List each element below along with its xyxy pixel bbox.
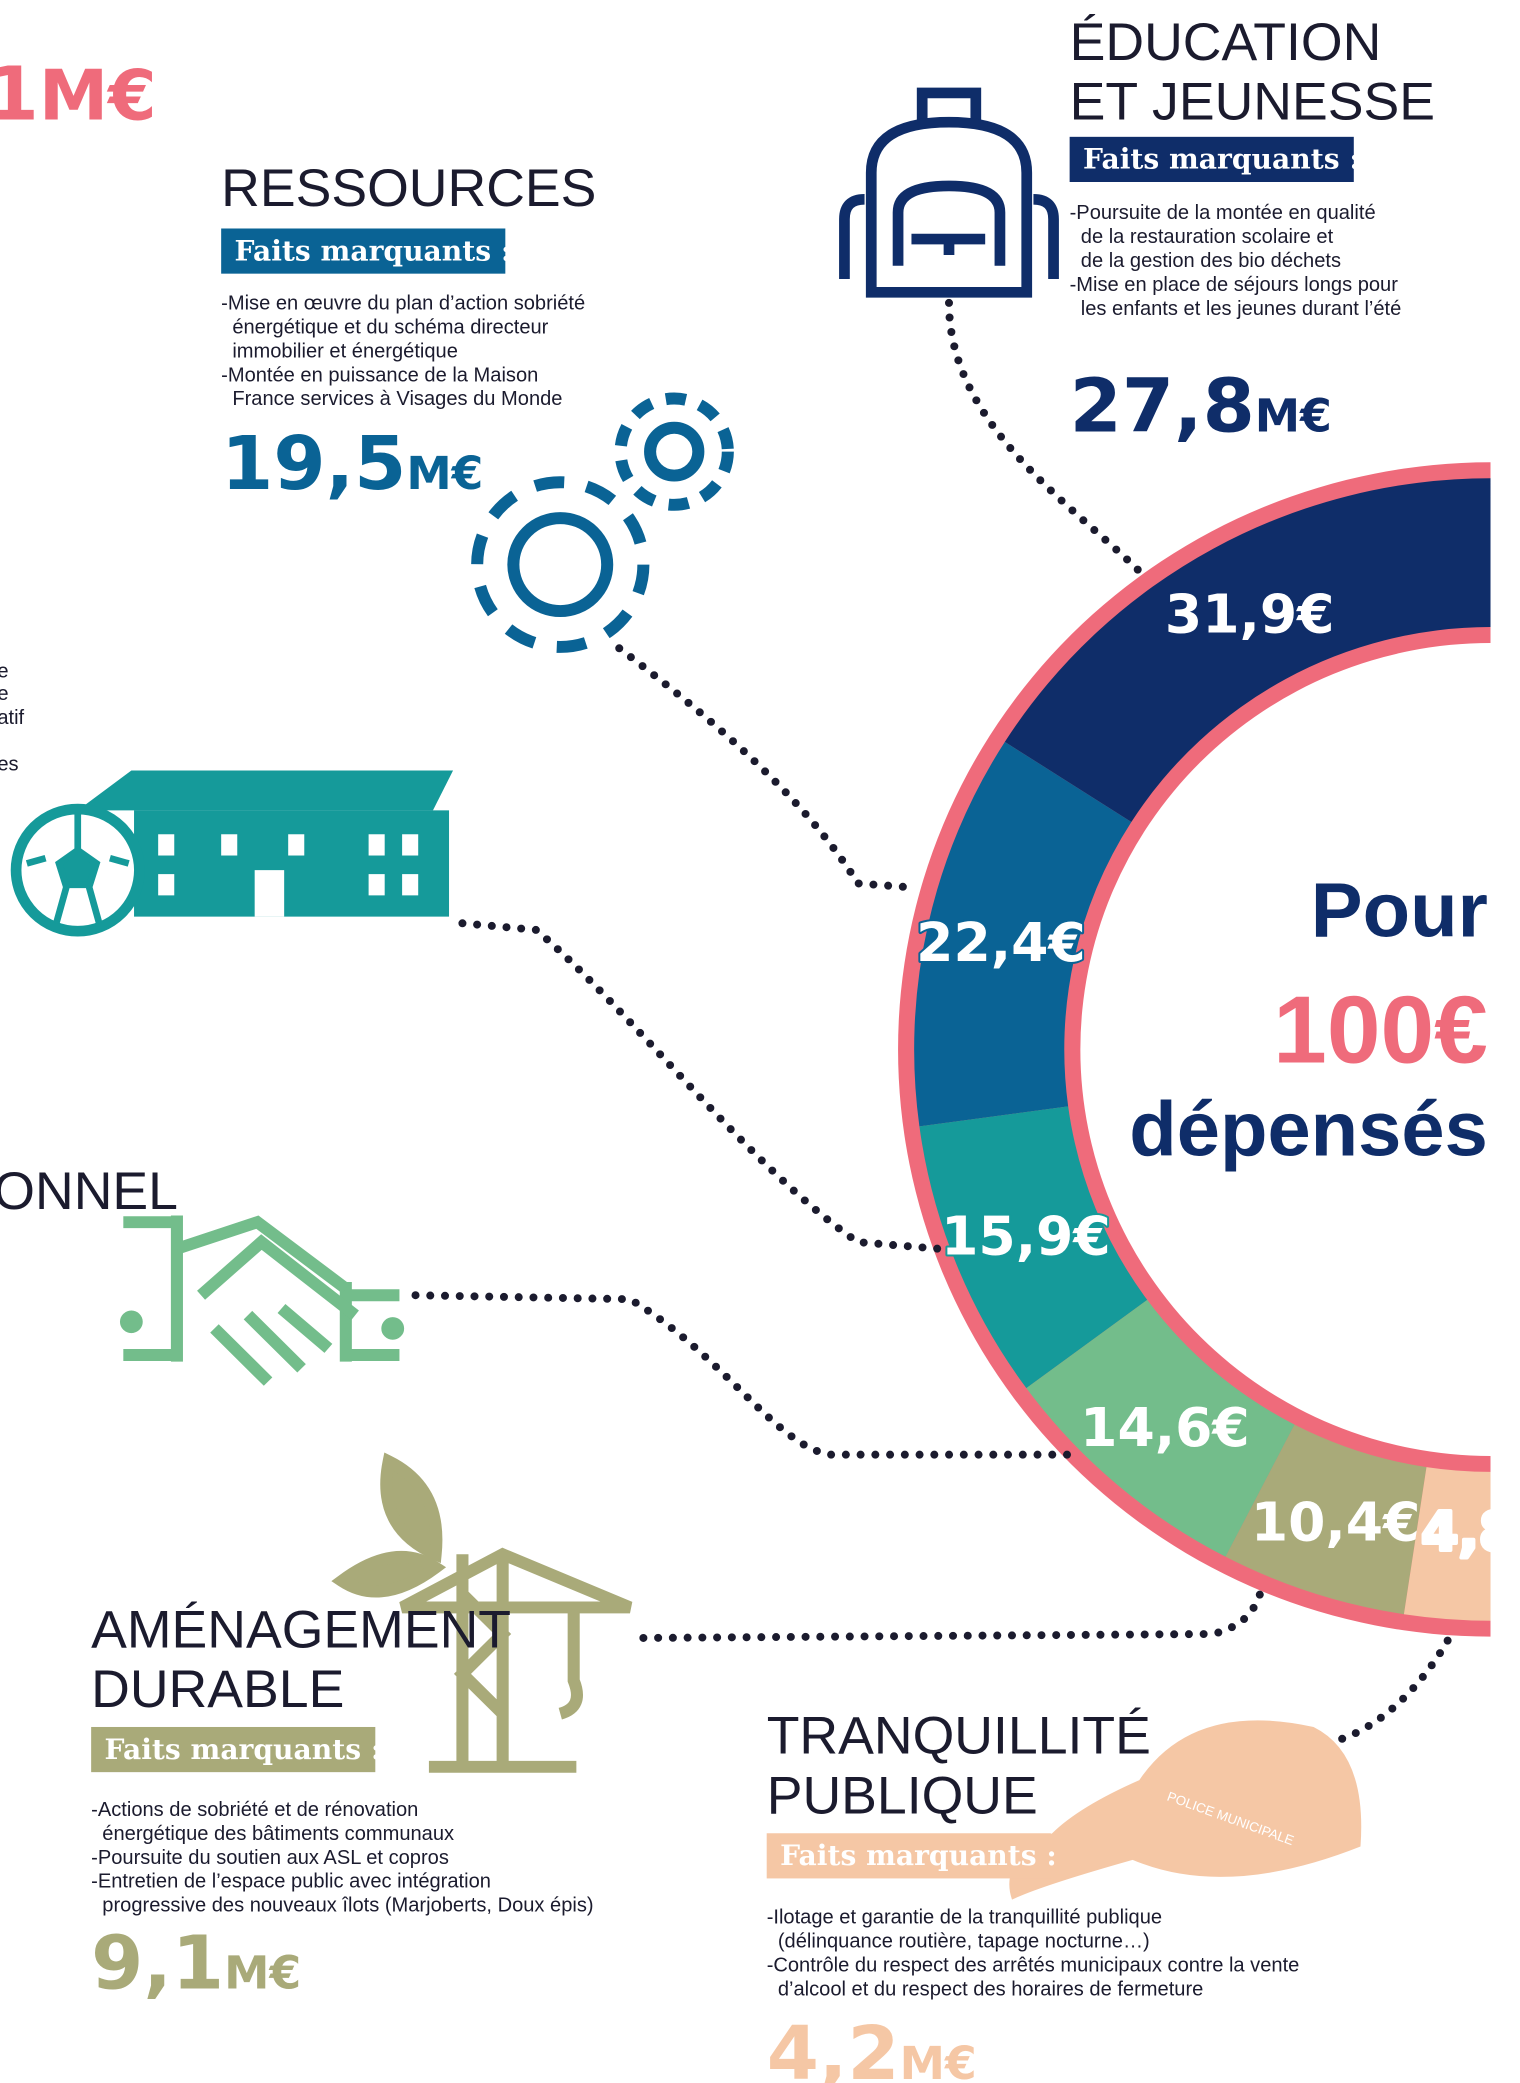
donut-segment xyxy=(1403,1467,1491,1621)
bullet-line: -Contrôle du respect des arrêtés municip… xyxy=(767,1954,1300,1976)
section-title: DURABLE xyxy=(91,1660,344,1719)
amount-number: 27,8 xyxy=(1070,363,1255,450)
bullet-line: énergétique des bâtiments communaux xyxy=(91,1823,454,1845)
partial-line: e xyxy=(0,683,8,705)
bullet-line: -Entretien de l’espace public avec intég… xyxy=(91,1871,491,1893)
bullet-line: -Ilotage et garantie de la tranquillité … xyxy=(767,1907,1162,1929)
bullet-line: -Montée en puissance de la Maison xyxy=(221,364,538,386)
bullet-line: -Mise en œuvre du plan d’action sobriété xyxy=(221,293,585,315)
amount-number: 19,5 xyxy=(221,420,406,507)
amount: 19,5M€ xyxy=(221,420,483,507)
amount-number: 9,1 xyxy=(91,1920,224,2007)
center-text: Pour xyxy=(1311,868,1488,954)
connector xyxy=(411,1291,1077,1459)
segment-label: 15,9€ xyxy=(941,1205,1111,1268)
amount: 4,2M€ xyxy=(767,2010,977,2083)
section-title: PUBLIQUE xyxy=(767,1767,1038,1826)
partial-line: es xyxy=(0,754,19,776)
bullet-line: énergétique et du schéma directeur xyxy=(221,317,549,339)
highlight: Faits marquants : xyxy=(1083,143,1360,176)
highlight-box xyxy=(91,1726,376,1773)
amount-unit: M€ xyxy=(1255,390,1332,443)
segment-label: 4,8€ xyxy=(1421,1500,1520,1563)
connector xyxy=(615,644,916,892)
highlight: Faits marquants : xyxy=(780,1839,1057,1872)
highlight: Faits marquants : xyxy=(235,234,512,267)
bullet-line: d’alcool et du respect des horaires de f… xyxy=(767,1978,1204,2000)
bullet-line: -Mise en place de séjours longs pour xyxy=(1070,274,1399,296)
amount-unit: M€ xyxy=(406,447,483,500)
crane-icon xyxy=(331,1452,633,1773)
bullet-line: immobilier et énergétique xyxy=(221,340,458,362)
donut: 31,9€ 22,4€ 15,9€ 14,6€10,4€4,8€ Pour 100€dép… xyxy=(898,462,1520,1637)
donut-segment xyxy=(1004,478,1491,822)
connector xyxy=(458,919,943,1253)
section-title: ÉDUCATION xyxy=(1070,13,1382,72)
connector xyxy=(944,298,1144,576)
gears-icon xyxy=(471,392,734,653)
bullet-line: (délinquance routière, tapage nocturne…) xyxy=(767,1931,1150,1953)
donut-segment xyxy=(914,741,1132,1127)
amount-unit: M€ xyxy=(224,1947,301,2000)
backpack-icon xyxy=(839,87,1059,298)
bullet-line: -Poursuite de la montée en qualité xyxy=(1070,202,1376,224)
segment-label: 31,9€ xyxy=(1165,583,1335,646)
highlight: Faits marquants : xyxy=(105,1733,382,1766)
section-title: AMÉNAGEMENT xyxy=(91,1600,511,1659)
section-title: TRANQUILLITÉ xyxy=(767,1707,1151,1766)
building-icon xyxy=(10,770,454,937)
bullet-line: France services à Visages du Monde xyxy=(221,388,562,410)
highlight-box xyxy=(221,228,506,274)
donut-segment xyxy=(1225,1424,1427,1615)
amount: 1M€ xyxy=(0,51,157,138)
bullet-line: -Actions de sobriété et de rénovation xyxy=(91,1799,418,1821)
segment-label: 10,4€ xyxy=(1251,1491,1421,1554)
bullet-line: de la restauration scolaire et xyxy=(1070,226,1334,248)
connector xyxy=(1333,1636,1452,1745)
bullet-line: les enfants et les jeunes durant l’été xyxy=(1070,298,1402,320)
dotted-connectors xyxy=(411,298,1452,1745)
donut-segment xyxy=(919,1106,1148,1389)
amount: 27,8M€ xyxy=(1070,363,1332,450)
segment-label: 14,6€ xyxy=(1080,1396,1250,1459)
center-text: dépensés xyxy=(1129,1087,1488,1173)
section-title: ET JEUNESSE xyxy=(1070,73,1435,132)
center-text: 100€ xyxy=(1273,977,1488,1084)
partial-line: e xyxy=(0,661,8,683)
highlight-box xyxy=(766,1833,1051,1879)
amount-unit: M€ xyxy=(900,2037,977,2083)
connector xyxy=(639,1590,1264,1642)
icons: POLICE MUNICIPALE xyxy=(10,87,1362,1900)
partial-title: ONNEL xyxy=(0,1162,178,1221)
amount-unit: M€ xyxy=(39,57,157,137)
bullet-line: de la gestion des bio déchets xyxy=(1070,250,1341,272)
cap-icon: POLICE MUNICIPALE xyxy=(1009,1720,1362,1900)
handshake-icon xyxy=(119,1215,405,1386)
donut-segment xyxy=(1026,1299,1295,1557)
bullet-line: -Poursuite du soutien aux ASL et copros xyxy=(91,1847,449,1869)
bullet-line: progressive des nouveaux îlots (Marjober… xyxy=(91,1895,593,1917)
texts: 1M€ONNELeeatifesRESSOURCESFaits marquant… xyxy=(0,13,1435,2083)
amount-number: 1 xyxy=(0,51,39,138)
highlight-box xyxy=(1069,136,1354,182)
segment-label: 22,4€ xyxy=(916,911,1086,974)
partial-line: atif xyxy=(0,707,25,729)
amount: 9,1M€ xyxy=(91,1920,301,2007)
section-title: RESSOURCES xyxy=(221,159,596,218)
amount-number: 4,2 xyxy=(767,2010,900,2083)
